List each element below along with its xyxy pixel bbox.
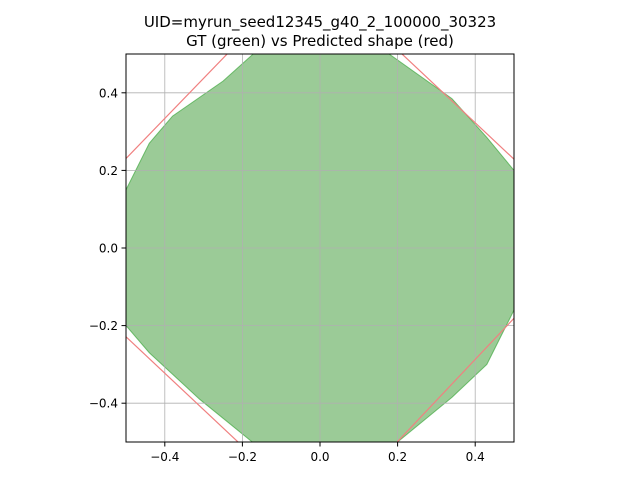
y-tick-label-1: −0.2 xyxy=(89,319,118,333)
plot-area: −0.4 −0.2 0.0 0.2 0.4 −0.4 −0.2 0.0 0.2 0.4 xyxy=(89,53,515,464)
y-tick-label-4: 0.4 xyxy=(99,86,118,100)
y-tick-label-2: 0.0 xyxy=(99,242,118,256)
chart-title-line-2: GT (green) vs Predicted shape (red) xyxy=(186,32,454,50)
plot-content xyxy=(126,54,514,442)
x-tick-label-1: −0.2 xyxy=(228,450,257,464)
y-tick-label-0: −0.4 xyxy=(89,397,118,411)
y-tick-label-3: 0.2 xyxy=(99,164,118,178)
x-tick-label-0: −0.4 xyxy=(150,450,179,464)
chart-title-line-1: UID=myrun_seed12345_g40_2_100000_30323 xyxy=(144,13,496,32)
x-tick-label-3: 0.2 xyxy=(388,450,407,464)
series-prediction-outline xyxy=(126,54,514,442)
x-tick-label-2: 0.0 xyxy=(310,450,329,464)
x-tick-label-4: 0.4 xyxy=(466,450,485,464)
